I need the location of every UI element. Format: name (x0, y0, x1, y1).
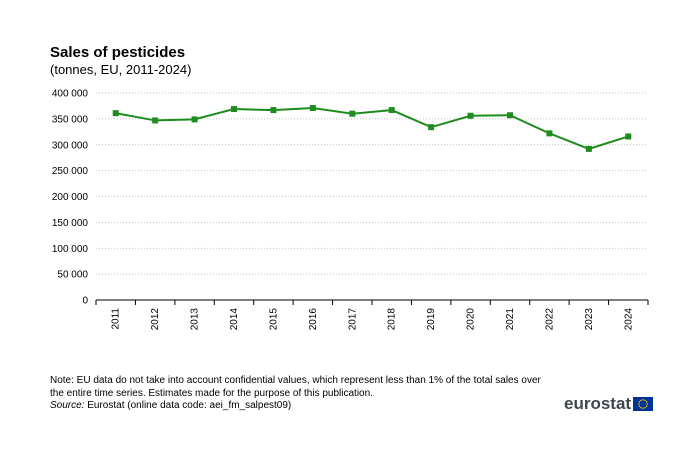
x-tick-label: 2013 (190, 308, 201, 331)
data-point (191, 116, 198, 123)
y-tick-label: 350 000 (52, 114, 89, 125)
x-tick-label: 2022 (544, 308, 555, 331)
series-line-path (115, 107, 629, 150)
note-text: Note: EU data do not take into account c… (50, 375, 541, 399)
x-tick-label: 2017 (347, 308, 358, 331)
eu-flag-star (645, 401, 648, 403)
x-tick-label: 2023 (584, 308, 595, 331)
x-tick-label: 2020 (466, 308, 477, 331)
x-axis (95, 299, 649, 305)
y-tick-label: 250 000 (52, 166, 89, 177)
line-chart: 0 50 000 100 000 150 000 200 000 250 000 300 0… (52, 89, 649, 331)
eu-flag-stars (638, 399, 649, 409)
eu-flag-star (638, 405, 641, 407)
x-tick-label: 2024 (623, 308, 634, 331)
y-tick-label: 50 000 (57, 270, 88, 281)
x-tick-label: 2016 (308, 308, 319, 331)
y-tick-label: 200 000 (52, 192, 89, 203)
data-point (270, 107, 277, 114)
y-tick-label: 150 000 (52, 218, 89, 229)
eu-flag-star (646, 403, 649, 405)
source-line: Source: Eurostat (online data code: aei_… (50, 400, 550, 413)
x-tick-label: 2015 (268, 308, 279, 331)
eu-flag-star (644, 406, 646, 409)
data-point (546, 130, 553, 137)
eu-flag-star (644, 399, 646, 402)
x-tick-label: 2014 (229, 308, 240, 331)
y-tick-label: 300 000 (52, 140, 89, 151)
y-tick-label: 400 000 (52, 89, 89, 100)
x-tick-label: 2021 (505, 308, 516, 331)
source-text: Eurostat (online data code: aei_fm_salpe… (84, 400, 292, 411)
data-point (388, 107, 395, 114)
data-point (467, 112, 474, 119)
y-axis-tick-labels: 0 50 000 100 000 150 000 200 000 250 000 300 0… (52, 89, 89, 307)
x-tick-label: 2019 (426, 308, 437, 331)
eurostat-logo: eurostat (564, 394, 654, 414)
eu-flag-star (638, 401, 641, 403)
eu-flag-background (633, 397, 654, 411)
data-point (625, 133, 632, 140)
gridlines (96, 92, 648, 275)
x-tick-label: 2012 (150, 308, 161, 331)
series-line (112, 105, 632, 152)
eurostat-logo-text: eurostat (564, 394, 632, 413)
data-point (309, 105, 316, 112)
x-tick-label: 2018 (387, 308, 398, 331)
eu-flag-star (642, 399, 644, 401)
eu-flag-icon (633, 397, 654, 411)
eu-flag-star (642, 407, 644, 409)
source-label: Source: (50, 400, 85, 411)
data-point (231, 106, 237, 113)
y-tick-label: 0 (82, 296, 88, 307)
eu-flag-star (640, 399, 642, 402)
chart-title: Sales of pesticides (50, 44, 186, 61)
data-point (428, 124, 435, 131)
eu-flag-star (638, 403, 640, 405)
eu-flag-star (645, 405, 648, 407)
chart-notes: Note: EU data do not take into account c… (50, 375, 550, 413)
data-point (507, 112, 513, 119)
data-point (585, 145, 592, 152)
x-tick-label: 2011 (111, 308, 122, 330)
eu-flag-star (640, 406, 642, 409)
data-point (349, 110, 356, 117)
data-point (152, 117, 159, 124)
y-tick-label: 100 000 (52, 244, 89, 255)
data-point (112, 110, 119, 117)
x-axis-tick-labels: 2011 2012 2013 2014 2015 2016 2017 2018 2019 2020… (111, 308, 635, 331)
chart-subtitle: (tonnes, EU, 2011-2024) (50, 62, 192, 77)
